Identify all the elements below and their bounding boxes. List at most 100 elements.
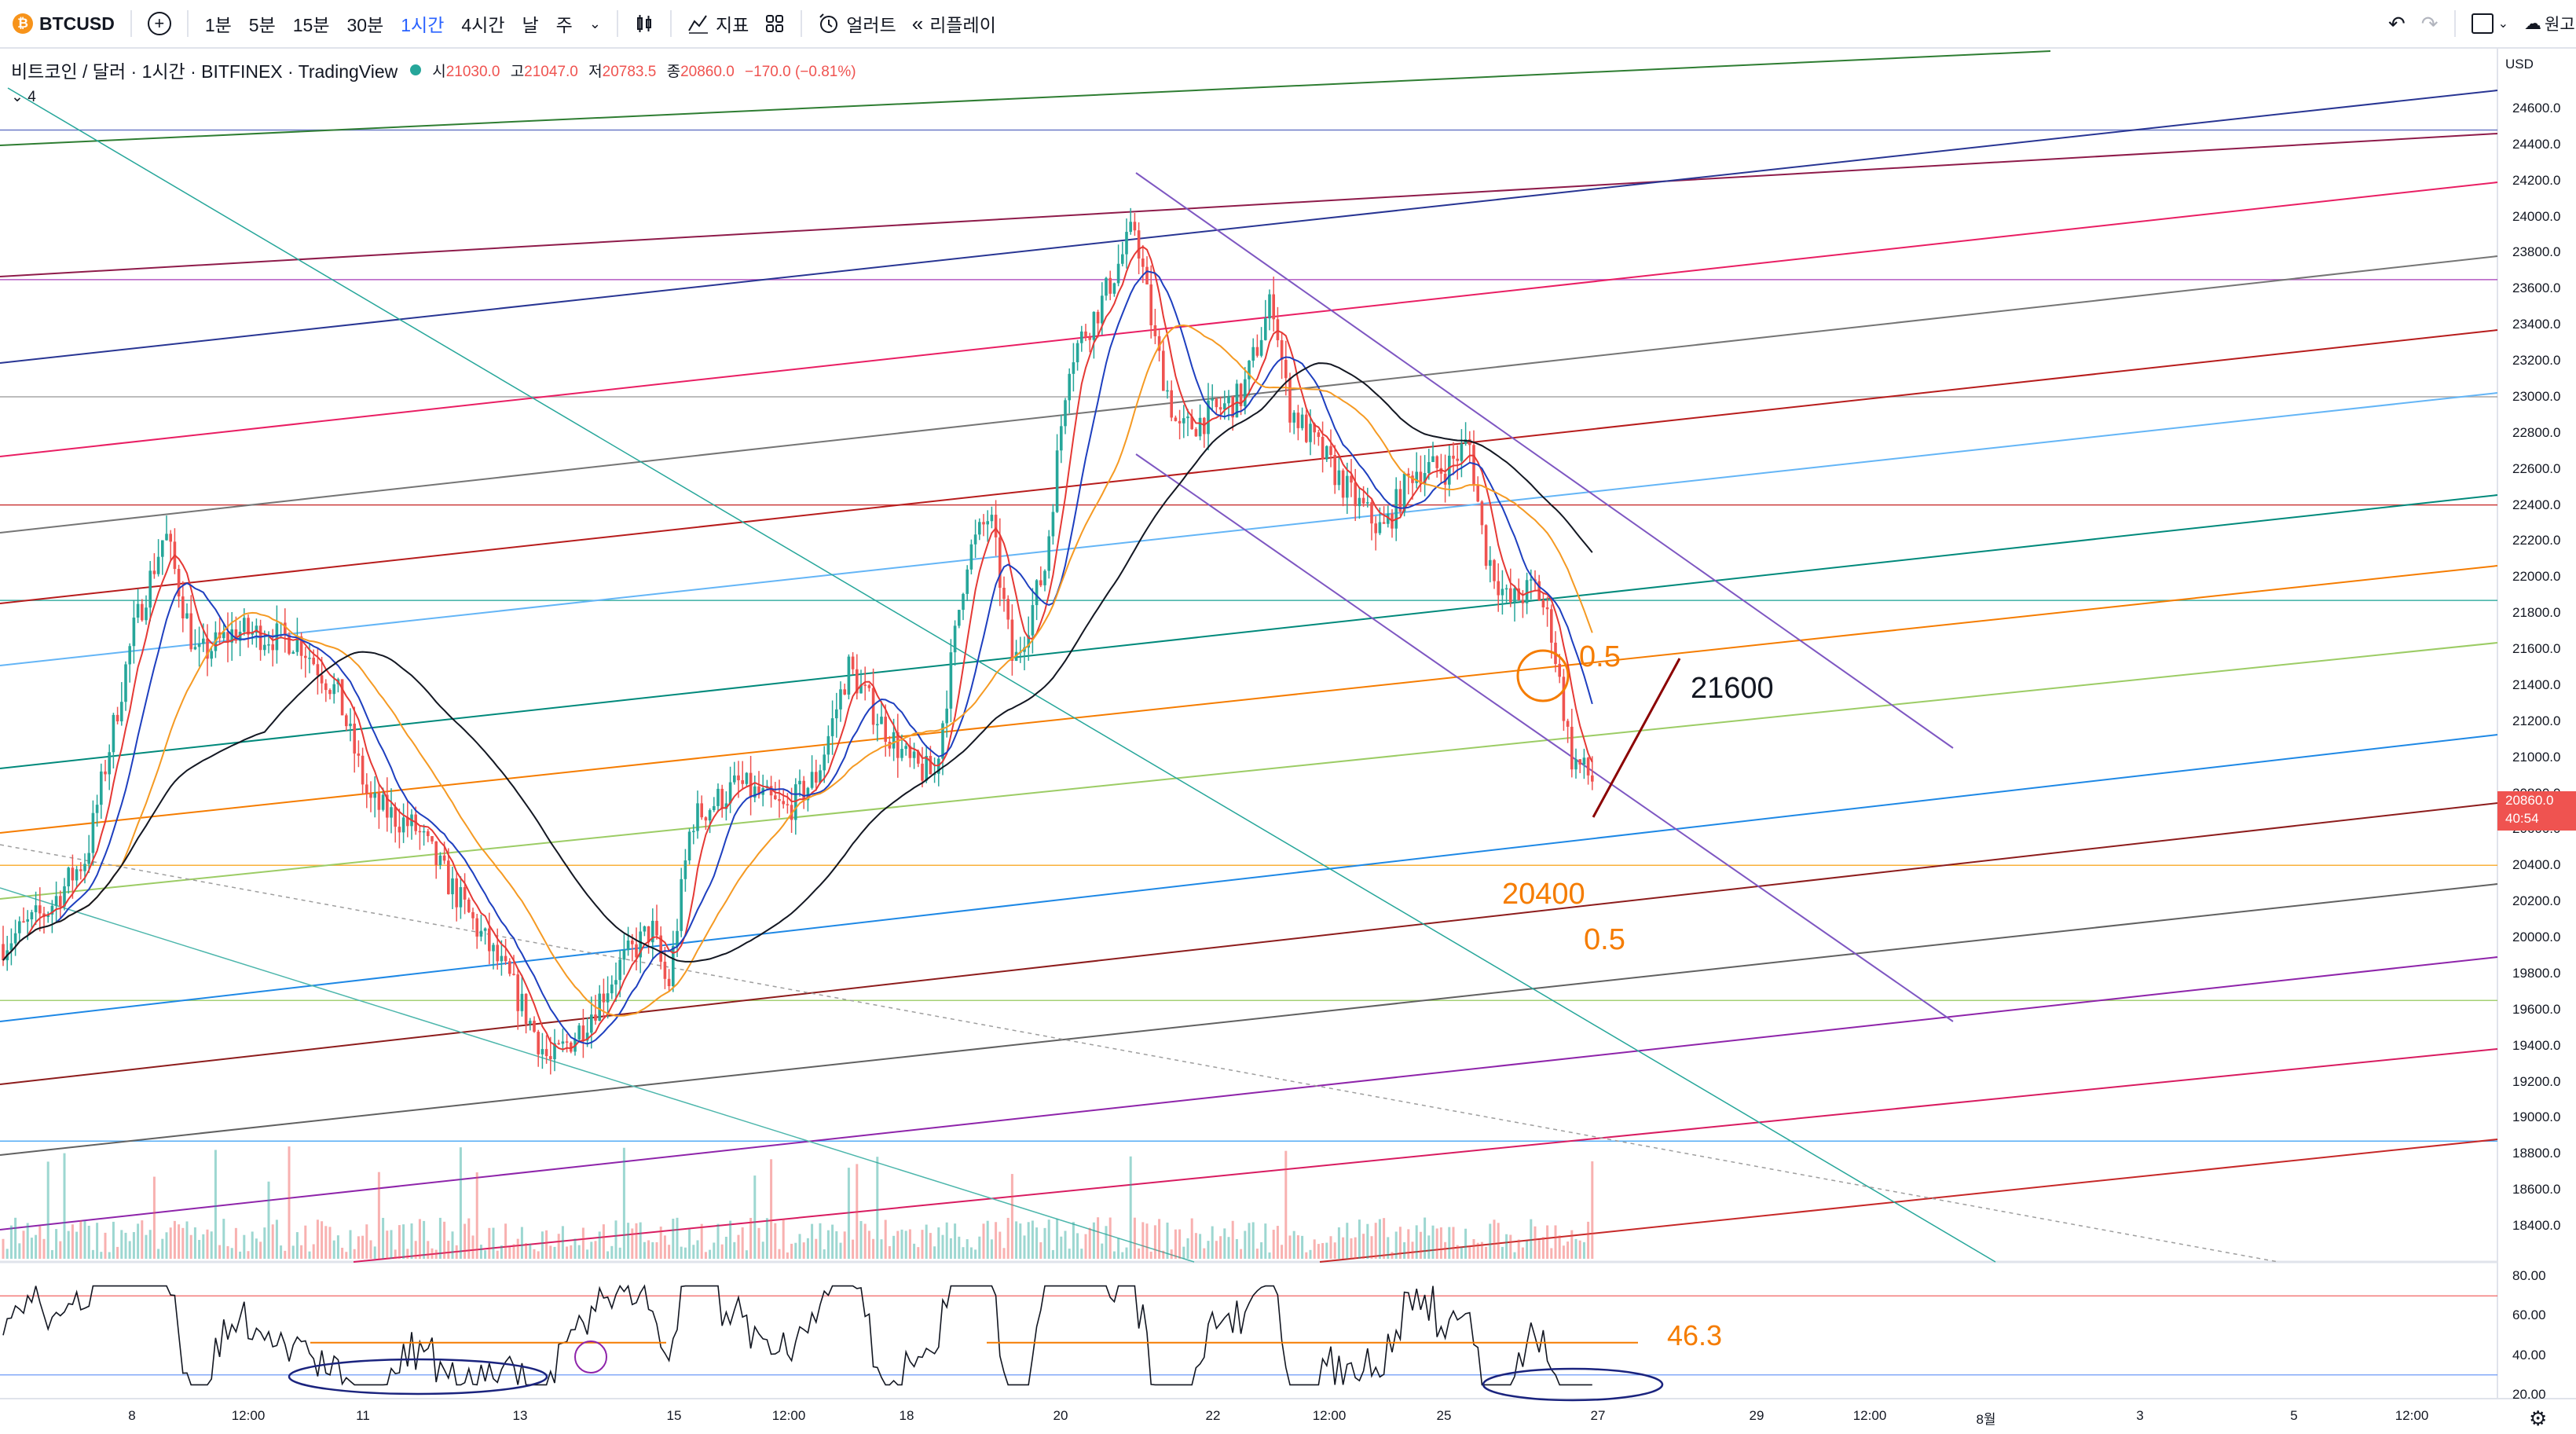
volume-bar [1223, 1228, 1226, 1259]
volume-bar [438, 1217, 442, 1259]
timeframe-1m[interactable]: 1분 [204, 15, 232, 35]
timeframe-4h[interactable]: 4시간 [461, 15, 505, 35]
candle-body [802, 780, 805, 801]
price-tick: 23000.0 [2512, 388, 2561, 404]
candle-body [557, 1043, 560, 1045]
volume-bar [230, 1248, 233, 1259]
candle-body [206, 638, 209, 659]
chevron-down-icon: ⌄ [2497, 17, 2508, 31]
redo-button[interactable]: ↷ [2413, 5, 2446, 42]
volume-bar [749, 1217, 753, 1259]
volume-bar [218, 1245, 222, 1259]
timeframe-1d[interactable]: 날 [522, 15, 539, 35]
candle-body [398, 827, 401, 833]
candle-body [1125, 232, 1128, 255]
rsi-divergence-ellipse [1482, 1367, 1664, 1402]
volume-bar [900, 1229, 903, 1259]
volume-bar [1537, 1240, 1541, 1259]
candle-body [1162, 350, 1165, 391]
timeframe-30m[interactable]: 30분 [346, 15, 384, 35]
layouts-button[interactable] [757, 5, 793, 42]
candle-body [332, 684, 335, 695]
volume-bar [324, 1226, 328, 1259]
volume-bar [1178, 1229, 1182, 1259]
moving-averages [2, 245, 1593, 1051]
trend-channel-lines[interactable] [0, 50, 2498, 1263]
indicators-button[interactable]: 지표 [680, 5, 757, 42]
candle-body [291, 651, 295, 654]
volume-bar [332, 1240, 335, 1259]
timeframe-1h[interactable]: 1시간 [401, 15, 445, 35]
volume-bar [982, 1223, 985, 1259]
candle-body [1178, 420, 1182, 424]
candle-body [1096, 311, 1100, 324]
layout-button[interactable]: ⌄ [2464, 5, 2516, 42]
candle-body [1068, 373, 1071, 401]
volume-bar [610, 1245, 614, 1259]
price-tick: 19200.0 [2512, 1073, 2561, 1089]
drawings[interactable]: 0.5 21600 20400 0.5 [1502, 640, 1774, 956]
volume-bar [1591, 1161, 1594, 1259]
alert-button[interactable]: 얼러트 [810, 5, 903, 42]
timeframe-dropdown[interactable]: ⌄ [581, 5, 609, 42]
timeframe-5m[interactable]: 5분 [248, 15, 276, 35]
volume-bar [328, 1227, 332, 1259]
volume-bar [655, 1241, 658, 1259]
replay-button[interactable]: « 리플레이 [904, 5, 1004, 42]
price-tick: 22800.0 [2512, 424, 2561, 440]
compare-button[interactable]: + [140, 5, 179, 42]
volume-bar [561, 1226, 564, 1259]
currency-label[interactable]: USD [2505, 57, 2534, 72]
candle-body [258, 625, 262, 651]
volume-bar [75, 1231, 79, 1259]
volume-bar [602, 1224, 605, 1259]
candle-body [447, 860, 450, 895]
volume-bar [954, 1223, 957, 1259]
volume-bar [1305, 1252, 1308, 1259]
candle-body [30, 911, 34, 919]
candle-body [100, 771, 103, 805]
candle-body [973, 534, 977, 545]
candle-body [728, 782, 732, 804]
candle-body [1227, 396, 1230, 404]
candle-body [75, 869, 79, 881]
candle-body [626, 941, 630, 951]
volume-bar [1370, 1236, 1373, 1259]
open-label: 시 [432, 63, 446, 80]
candle-body [427, 831, 430, 837]
volume-bar [700, 1223, 703, 1259]
candle-body [1215, 398, 1218, 408]
candle-body [1309, 424, 1312, 442]
save-button[interactable]: ☁ 원고 [2516, 5, 2576, 42]
volume-bar [1284, 1150, 1288, 1259]
volume-bar [917, 1247, 920, 1259]
candle-body [1300, 414, 1304, 428]
timeframe-15m[interactable]: 15분 [292, 15, 330, 35]
timeframe-1w[interactable]: 주 [555, 15, 573, 35]
volume-bar [688, 1229, 691, 1259]
price-tick: 21800.0 [2512, 605, 2561, 621]
settings-button[interactable]: ⚙ [2529, 1406, 2547, 1431]
chart-type-button[interactable] [626, 5, 662, 42]
low-label: 저 [588, 63, 603, 80]
undo-button[interactable]: ↶ [2380, 5, 2413, 42]
candle-body [843, 689, 846, 695]
candle-body [635, 944, 638, 958]
time-tick: 15 [666, 1408, 682, 1423]
rsi-line [2, 1284, 1592, 1386]
volume-bar [275, 1219, 278, 1259]
time-tick: 12:00 [231, 1408, 266, 1423]
time-tick: 27 [1590, 1408, 1606, 1423]
volume-bar [1219, 1236, 1222, 1259]
horizontal-levels[interactable] [0, 129, 2497, 1142]
target-price-label: 21600 [1691, 672, 1774, 705]
candle-body [1545, 607, 1549, 610]
symbol-search[interactable]: ₿ BTCUSD [5, 5, 123, 42]
candle-body [54, 896, 58, 906]
candle-body [496, 944, 499, 962]
volume-bar [1296, 1235, 1299, 1259]
indicator-toggle[interactable]: ⌄ 4 [11, 88, 36, 106]
volume-bar [67, 1230, 70, 1259]
candle-body [733, 775, 736, 783]
